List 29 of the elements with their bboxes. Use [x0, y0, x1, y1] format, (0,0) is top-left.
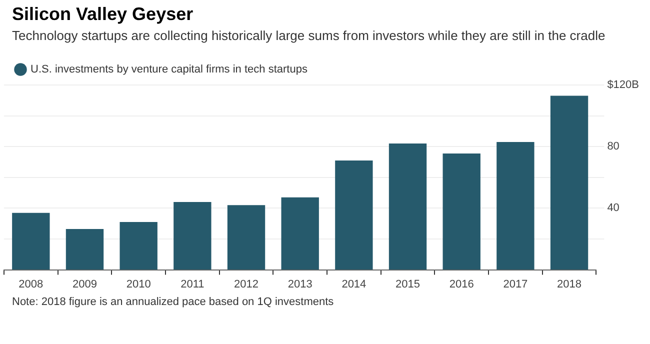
x-tick-label: 2012: [234, 278, 259, 290]
text: Note: 2018 figure is an annualized pace based on 1Q investments: [12, 296, 334, 308]
x-tick-label: 2013: [288, 278, 312, 290]
bar: [442, 154, 480, 270]
x-tick-label: 2014: [342, 278, 366, 290]
chart-title: Silicon Valley Geyser: [12, 4, 194, 25]
bar: [335, 160, 373, 270]
x-tick-label: 2017: [503, 278, 528, 290]
bar: [120, 222, 158, 270]
x-tick-label: 2016: [449, 278, 474, 290]
bar: [496, 142, 534, 270]
chart-subtitle: Technology startups are collecting historically large sums from investors while they are still in the cradle: [12, 28, 606, 43]
bar: [227, 205, 266, 270]
x-tick-label: 2011: [180, 278, 204, 290]
bar: [66, 228, 104, 270]
bar: [550, 96, 588, 270]
y-tick-label: $120B: [607, 79, 640, 92]
bar: [281, 197, 319, 270]
x-tick-label: 2009: [72, 278, 97, 290]
y-tick-label: 40: [607, 202, 620, 214]
x-tick-label: 2015: [396, 278, 420, 290]
bar: [12, 212, 50, 270]
y-tick-label: 80: [607, 140, 620, 153]
legend-label: U.S. investments by venture capital firms in tech startups: [30, 64, 308, 76]
x-tick-label: 2010: [126, 278, 151, 290]
x-tick-label: 2018: [557, 278, 582, 290]
bar: [174, 202, 212, 270]
bar: [388, 144, 427, 270]
x-tick-label: 2008: [18, 278, 44, 290]
